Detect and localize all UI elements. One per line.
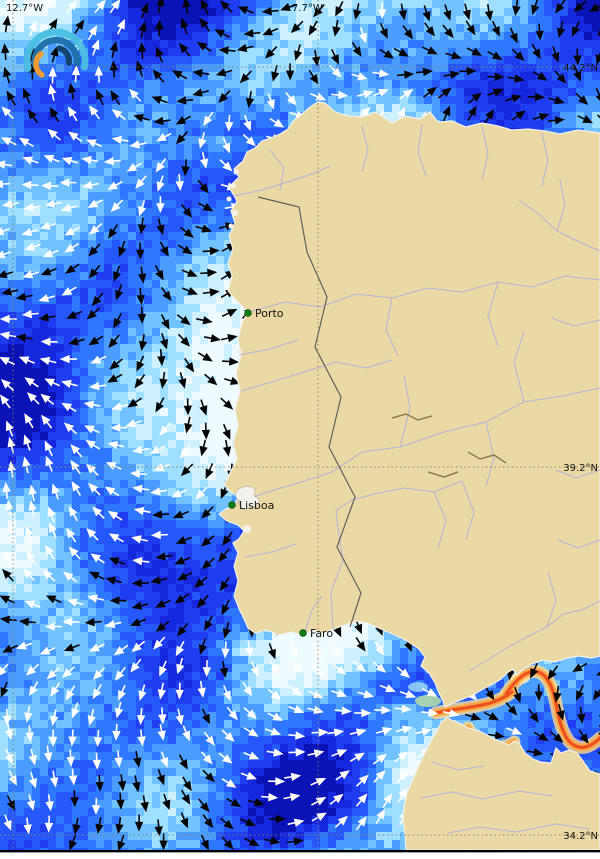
label-layer: 12.7°W 7.7°W 44.2°N 39.2°N 34.2°N Porto … <box>6 3 598 842</box>
latitude-label-34-2n: 34.2°N <box>563 831 598 842</box>
latitude-label-39-2n: 39.2°N <box>563 463 598 474</box>
land-morocco <box>402 716 600 851</box>
city-marker-faro <box>299 629 307 637</box>
longitude-label-7-7w: 7.7°W <box>292 3 323 14</box>
longitude-label-12-7w: 12.7°W <box>6 3 43 14</box>
rivers-borders-layer <box>226 123 600 834</box>
bottom-frame <box>0 850 600 859</box>
city-label-lisboa: Lisboa <box>239 499 274 512</box>
latitude-label-44-2n: 44.2°N <box>563 63 598 74</box>
city-label-faro: Faro <box>310 627 333 640</box>
country-border <box>257 196 362 628</box>
tejo-estuary <box>235 486 260 510</box>
city-marker-lisboa <box>228 501 236 509</box>
brand-logo-arcs-icon <box>23 28 89 78</box>
city-label-porto: Porto <box>255 307 284 320</box>
city-marker-porto <box>244 309 252 317</box>
